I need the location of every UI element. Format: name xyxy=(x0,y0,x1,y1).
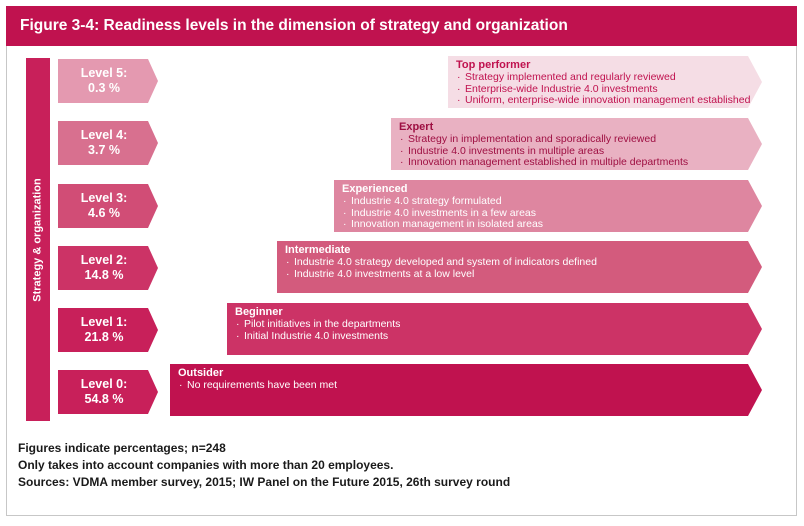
level-2-tag: Level 2: 14.8 % xyxy=(58,246,158,290)
stage-beginner: Beginner Pilot initiatives in the depart… xyxy=(227,303,762,355)
stage-2-item: Industrie 4.0 investments at a low level xyxy=(285,269,738,281)
stage-3-name: Experienced xyxy=(342,183,408,195)
figure-title: Figure 3-4: Readiness levels in the dime… xyxy=(6,6,797,46)
stage-1-item: Pilot initiatives in the departments xyxy=(235,319,738,331)
stage-3-item: Industrie 4.0 investments in a few areas xyxy=(342,208,738,220)
level-4-value: 3.7 % xyxy=(88,143,120,157)
side-label-container: Strategy & organization xyxy=(26,58,50,421)
level-0-tag: Level 0: 54.8 % xyxy=(58,370,158,414)
level-1-value: 21.8 % xyxy=(84,330,124,344)
figure-notes: Figures indicate percentages; n=248 Only… xyxy=(18,440,510,491)
level-1-tag: Level 1: 21.8 % xyxy=(58,308,158,352)
note-sample: Figures indicate percentages; n=248 xyxy=(18,441,226,455)
stage-0-item: No requirements have been met xyxy=(178,380,738,392)
stage-2-name: Intermediate xyxy=(285,244,351,256)
level-2-label: Level 2: xyxy=(80,253,128,267)
level-5-tag: Level 5: 0.3 % xyxy=(58,59,158,103)
side-label: Strategy & organization xyxy=(32,177,44,302)
level-0-label: Level 0: xyxy=(80,377,128,391)
stage-3-item: Industrie 4.0 strategy formulated xyxy=(342,196,738,208)
stage-4-name: Expert xyxy=(399,121,434,133)
stage-4-item: Industrie 4.0 investments in multiple ar… xyxy=(399,146,738,158)
level-3-tag: Level 3: 4.6 % xyxy=(58,184,158,228)
level-5-label: Level 5: xyxy=(80,66,128,80)
level-2-value: 14.8 % xyxy=(84,268,124,282)
level-4-label: Level 4: xyxy=(80,128,128,142)
note-scope: Only takes into account companies with m… xyxy=(18,458,394,472)
level-1-label: Level 1: xyxy=(80,315,128,329)
stage-outsider: Outsider No requirements have been met xyxy=(170,364,762,416)
level-3-value: 4.6 % xyxy=(88,206,120,220)
stage-4-item: Innovation management established in mul… xyxy=(399,157,738,169)
stage-5-name: Top performer xyxy=(456,59,531,71)
stage-1-name: Beginner xyxy=(235,306,283,318)
level-0-value: 54.8 % xyxy=(84,392,124,406)
stage-4-item: Strategy in implementation and sporadica… xyxy=(399,134,738,146)
stage-5-item: Enterprise-wide Industrie 4.0 investment… xyxy=(456,84,738,96)
note-sources: Sources: VDMA member survey, 2015; IW Pa… xyxy=(18,475,511,489)
stage-intermediate: Intermediate Industrie 4.0 strategy deve… xyxy=(277,241,762,293)
stage-2-item: Industrie 4.0 strategy developed and sys… xyxy=(285,257,738,269)
stage-experienced: Experienced Industrie 4.0 strategy formu… xyxy=(334,180,762,232)
side-bar xyxy=(26,58,50,421)
stage-5-item: Strategy implemented and regularly revie… xyxy=(456,72,738,84)
stage-top-performer: Top performer Strategy implemented and r… xyxy=(448,56,762,108)
level-5-value: 0.3 % xyxy=(88,81,120,95)
stage-3-item: Innovation management in isolated areas xyxy=(342,219,738,231)
stage-expert: Expert Strategy in implementation and sp… xyxy=(391,118,762,170)
level-3-label: Level 3: xyxy=(80,191,128,205)
level-4-tag: Level 4: 3.7 % xyxy=(58,121,158,165)
stage-0-name: Outsider xyxy=(178,367,224,379)
stage-5-item: Uniform, enterprise-wide innovation mana… xyxy=(456,95,738,107)
stage-1-item: Initial Industrie 4.0 investments xyxy=(235,331,738,343)
